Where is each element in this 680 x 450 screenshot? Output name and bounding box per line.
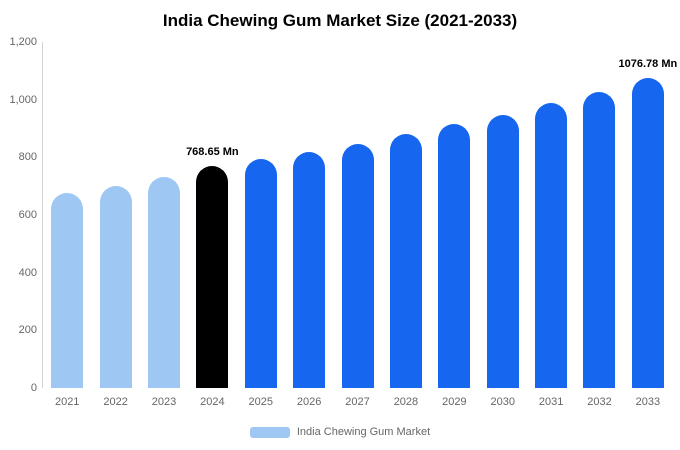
y-tick-label: 200 <box>18 324 37 337</box>
y-tick-label: 0 <box>30 382 37 394</box>
x-tick-label: 2030 <box>490 396 515 408</box>
bar-slot <box>91 42 139 388</box>
x-tick-label: 2025 <box>248 396 273 408</box>
y-tick-label: 800 <box>18 151 37 164</box>
x-tick-label: 2024 <box>200 396 225 408</box>
x-tick-label: 2031 <box>538 396 564 408</box>
x-tick-label: 2022 <box>103 396 128 408</box>
bar-2031 <box>535 103 568 388</box>
bar-2022 <box>99 186 132 388</box>
x-tick-label: 2026 <box>296 396 322 408</box>
bar-2021 <box>51 193 84 388</box>
y-tick-label: 600 <box>18 209 37 221</box>
legend-item[interactable]: India Chewing Gum Market <box>0 426 680 438</box>
bar-slot <box>285 42 333 388</box>
legend-swatch <box>249 426 290 438</box>
bars-row: 768.65 Mn 1076.78 Mn <box>43 42 677 388</box>
bar-2033 <box>631 77 664 388</box>
bar-2025 <box>244 158 277 388</box>
bar-value-label: 768.65 Mn <box>186 146 239 159</box>
y-tick-label: 1,200 <box>9 36 37 48</box>
y-axis: 0 200 400 600 800 1,000 1,200 <box>0 36 43 394</box>
bar-slot <box>527 42 575 388</box>
bar-2032 <box>583 91 616 388</box>
bar-slot <box>43 42 91 388</box>
chart-title: India Chewing Gum Market Size (2021-2033… <box>162 11 518 30</box>
bar-2029 <box>438 124 471 388</box>
x-tick-label: 2021 <box>54 396 80 408</box>
x-tick-label: 2023 <box>151 396 177 408</box>
bar-slot: 1076.78 Mn <box>619 42 677 388</box>
bar-2026 <box>293 151 326 388</box>
x-tick-label: 2032 <box>587 396 612 408</box>
bar-slot: 768.65 Mn <box>186 42 239 388</box>
bar-slot <box>237 42 285 388</box>
x-tick-label: 2033 <box>635 396 661 408</box>
bar-slot <box>333 42 381 388</box>
y-tick-label: 1,000 <box>9 93 37 106</box>
y-tick-label: 400 <box>18 266 37 279</box>
legend-label: India Chewing Gum Market <box>296 426 431 438</box>
bar-2028 <box>389 133 422 388</box>
bar-2024 <box>196 166 229 388</box>
x-tick-label: 2028 <box>393 396 419 408</box>
x-axis: 2021 2022 2023 2024 2025 2026 2027 2028 2029 2030… <box>43 396 672 408</box>
x-tick-label: 2029 <box>442 396 467 408</box>
bar-2023 <box>147 176 180 388</box>
bar-slot <box>382 42 430 388</box>
bar-value-label: 1076.78 Mn <box>618 57 678 70</box>
bar-slot <box>140 42 188 388</box>
x-tick-label: 2027 <box>345 396 370 408</box>
bar-2027 <box>341 143 374 388</box>
bar-2030 <box>486 114 519 388</box>
bar-slot <box>430 42 478 388</box>
bar-slot <box>479 42 527 388</box>
bar-slot <box>575 42 623 388</box>
